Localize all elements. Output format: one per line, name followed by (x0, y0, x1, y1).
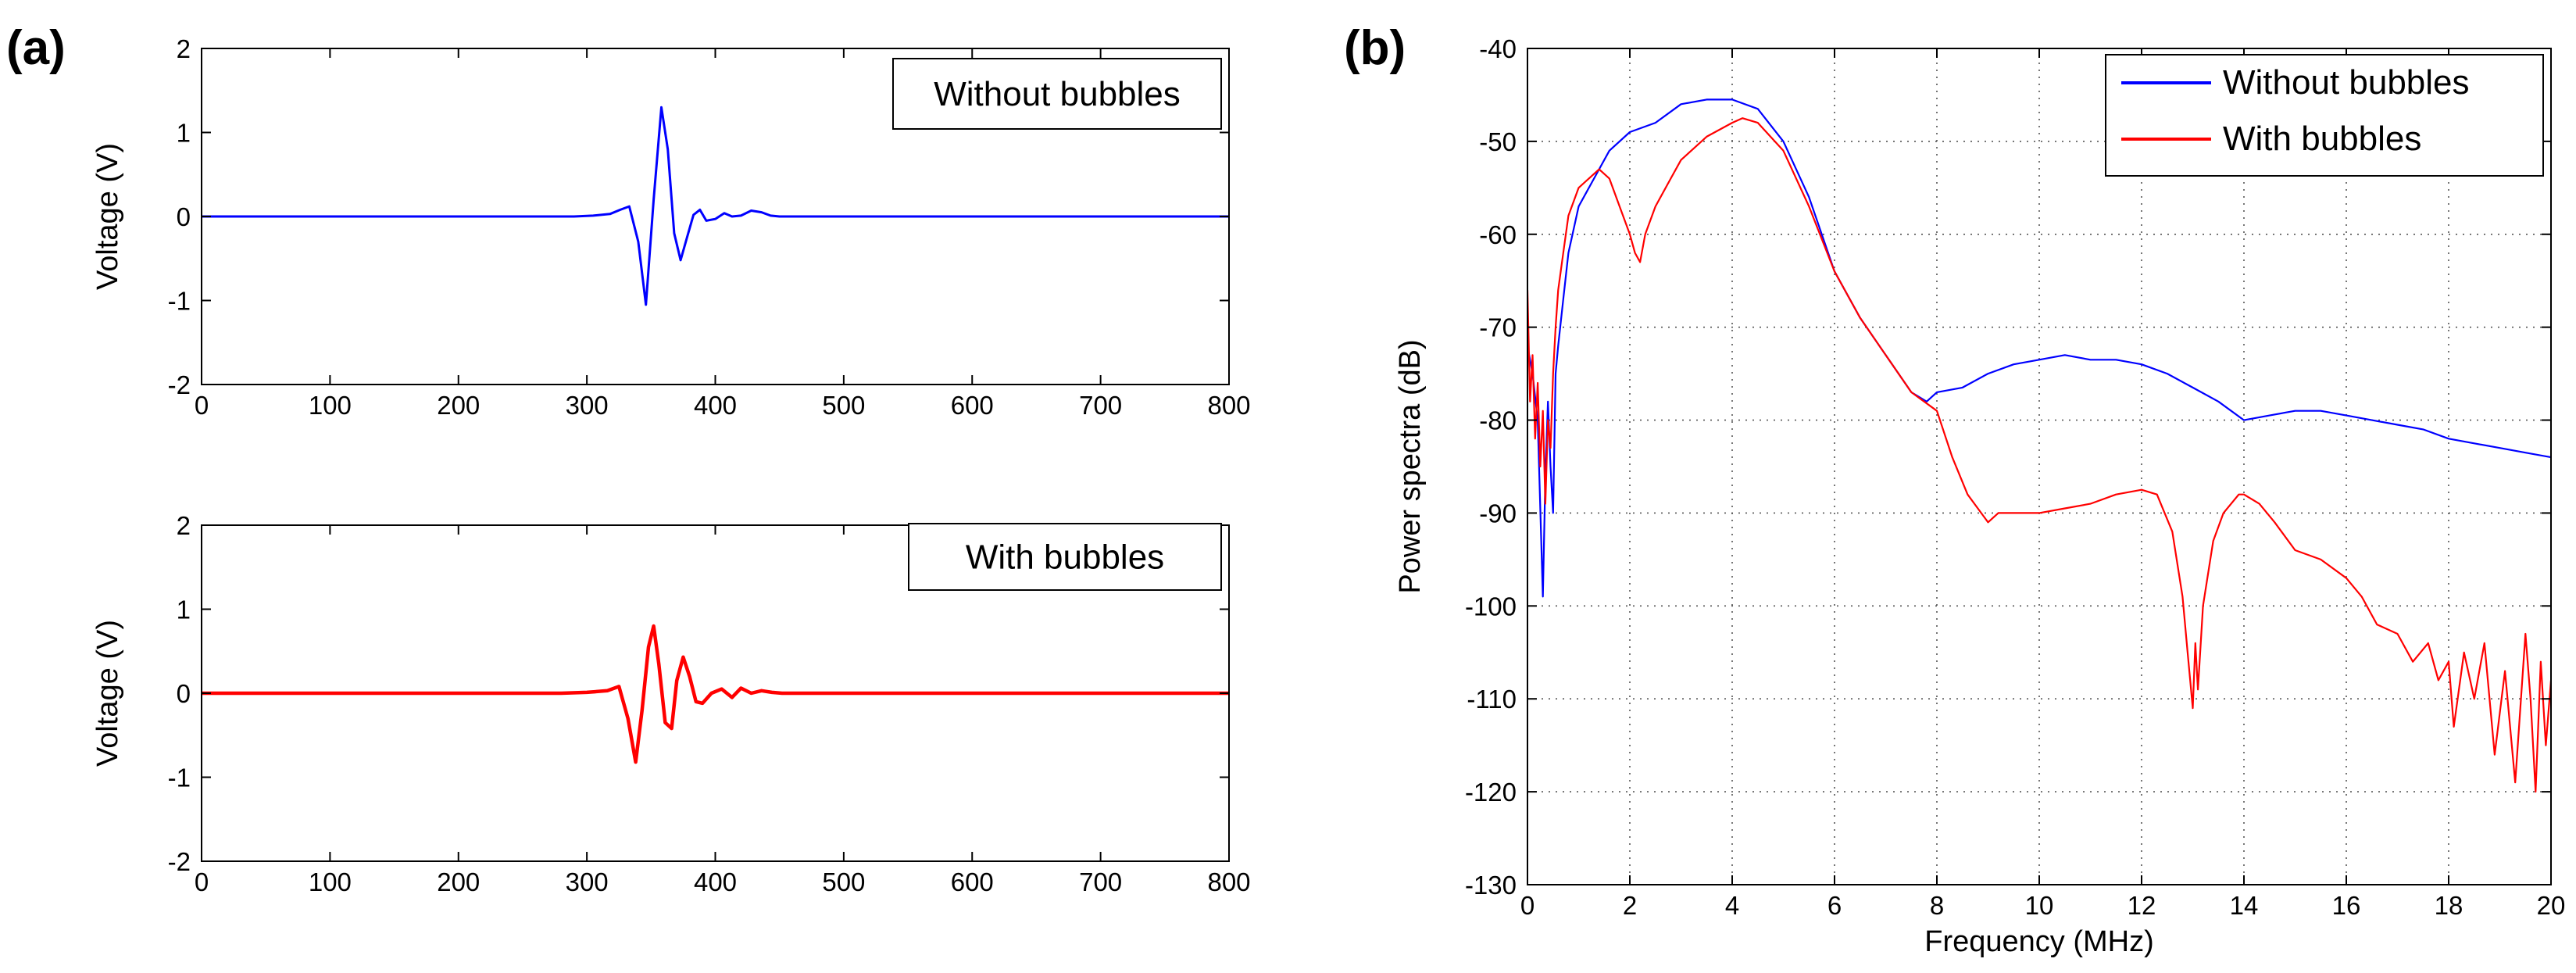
x-tick-label: 2 (1623, 891, 1637, 920)
y-tick-label: -110 (1467, 685, 1517, 714)
y-tick-label: -90 (1479, 499, 1517, 528)
x-tick-label: 700 (1079, 391, 1122, 420)
y-tick-label: -1 (168, 287, 191, 316)
panel-label-b: (b) (1344, 21, 1406, 75)
series-line-without-bubbles (202, 106, 1229, 306)
y-tick-label: -40 (1479, 34, 1517, 63)
chart-a-top: 0 100 200 300 400 500 600 700 800 -2 -1 0 1 2 Voltage … (91, 34, 1251, 420)
y-tick-label: 0 (177, 202, 191, 231)
y-axis-label: Voltage (V) (91, 143, 124, 290)
x-tick-label: 8 (1930, 891, 1944, 920)
x-tick-label: 600 (951, 391, 994, 420)
x-tick-label: 12 (2128, 891, 2156, 920)
legend-box (2105, 54, 2544, 177)
x-tick-label: 10 (2025, 891, 2054, 920)
x-tick-label: 300 (566, 391, 609, 420)
x-tick-label: 500 (822, 867, 865, 896)
x-tick-label: 100 (309, 867, 352, 896)
legend-box (892, 58, 1222, 130)
y-tick-label: 1 (177, 119, 191, 148)
y-tick-label: 2 (177, 511, 191, 540)
y-axis-label: Power spectra (dB) (1394, 339, 1427, 593)
y-axis-label: Voltage (V) (91, 620, 124, 767)
y-tick-label: 1 (177, 596, 191, 624)
x-tick-label: 6 (1827, 891, 1842, 920)
chart-a-bottom: 0 100 200 300 400 500 600 700 800 -2 -1 0 1 2 Voltage … (91, 511, 1251, 896)
y-tick-label: -1 (168, 764, 191, 792)
panel-label-a: (a) (6, 21, 66, 75)
y-tick-label: -130 (1465, 871, 1517, 900)
y-tick-label: 2 (177, 34, 191, 63)
y-tick-label: -70 (1479, 313, 1517, 342)
y-tick-label: -60 (1479, 220, 1517, 249)
x-tick-label: 20 (2537, 891, 2566, 920)
x-tick-label: 700 (1079, 867, 1122, 896)
x-tick-label: 16 (2332, 891, 2361, 920)
x-tick-label: 100 (309, 391, 352, 420)
x-tick-label: 4 (1725, 891, 1739, 920)
x-tick-label: 0 (1520, 891, 1535, 920)
y-tick-label: -50 (1479, 127, 1517, 156)
x-tick-label: 14 (2230, 891, 2259, 920)
y-tick-label: 0 (177, 679, 191, 708)
x-tick-label: 0 (195, 391, 209, 420)
x-tick-label: 200 (437, 391, 480, 420)
x-tick-label: 0 (195, 867, 209, 896)
x-tick-label: 500 (822, 391, 865, 420)
legend-label: With bubbles (966, 538, 1164, 577)
y-tick-label: -2 (168, 370, 191, 399)
x-tick-label: 300 (566, 867, 609, 896)
y-tick-label: -80 (1479, 406, 1517, 435)
x-tick-label: 200 (437, 867, 480, 896)
chart-b: 0 2 4 6 8 10 12 14 16 18 20 -40 -50 -60 -70 -80 -90 -100 -… (1394, 34, 2565, 958)
y-tick-label: -100 (1465, 592, 1517, 621)
x-tick-label: 18 (2435, 891, 2463, 920)
x-tick-label: 600 (951, 867, 994, 896)
legend-box (908, 523, 1222, 591)
x-tick-label: 400 (694, 391, 737, 420)
y-tick-label: -2 (168, 847, 191, 876)
legend-label: Without bubbles (934, 75, 1181, 113)
x-tick-label: 400 (694, 867, 737, 896)
legend-label: Without bubbles (2223, 63, 2470, 102)
x-tick-label: 800 (1207, 867, 1250, 896)
series-line-with-bubbles (202, 624, 1229, 764)
series-line-with-bubbles (1527, 117, 2551, 793)
x-axis-label: Frequency (MHz) (1924, 925, 2154, 958)
y-tick-label: -120 (1465, 778, 1517, 807)
x-tick-label: 800 (1207, 391, 1250, 420)
legend-label: With bubbles (2223, 120, 2421, 158)
